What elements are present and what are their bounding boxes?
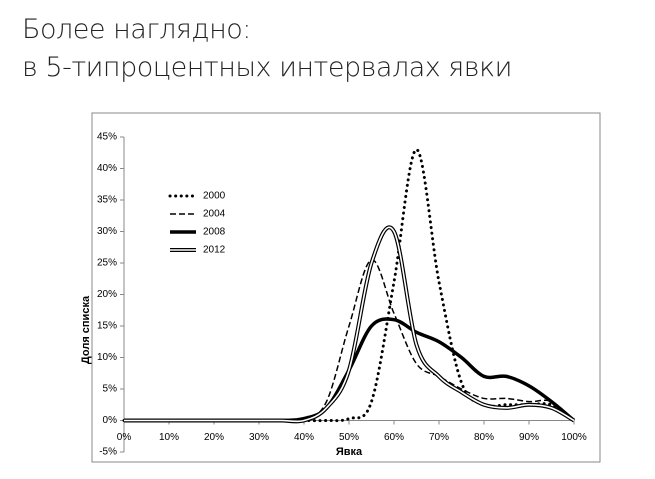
x-axis-label: Явка (336, 446, 363, 458)
legend-label: 2000 (203, 191, 226, 202)
y-tick-label: 25% (97, 258, 117, 269)
x-tick-label: 70% (429, 432, 449, 443)
y-tick-label: 35% (97, 195, 117, 206)
x-tick-label: 10% (159, 432, 179, 443)
x-tick-label: 100% (561, 432, 587, 443)
x-tick-label: 30% (249, 432, 269, 443)
y-tick-label: 0% (103, 415, 118, 426)
title-line: Более наглядно: (22, 14, 251, 45)
legend-label: 2004 (203, 209, 226, 220)
y-tick-label: 15% (97, 321, 117, 332)
y-tick-label: 40% (97, 163, 117, 174)
x-tick-label: 20% (204, 432, 224, 443)
chart-frame (91, 112, 601, 463)
x-tick-label: 50% (339, 432, 359, 443)
y-tick-label: 45% (97, 132, 117, 143)
x-tick-label: 60% (384, 432, 404, 443)
legend-label: 2012 (203, 245, 226, 256)
x-tick-label: 90% (519, 432, 539, 443)
y-tick-label: 10% (97, 352, 117, 363)
y-tick-label: 5% (103, 384, 118, 395)
y-tick-label: 20% (97, 289, 117, 300)
x-tick-label: 40% (294, 432, 314, 443)
y-tick-label: 30% (97, 226, 117, 237)
x-tick-label: 0% (117, 432, 132, 443)
y-axis-label: Доля списка (80, 295, 92, 364)
y-tick-label: -5% (99, 447, 117, 458)
legend-label: 2008 (203, 227, 226, 238)
title-line: в 5-типроцентных интервалах явки (22, 52, 512, 83)
series-line-inner (123, 226, 575, 423)
x-tick-label: 80% (474, 432, 494, 443)
